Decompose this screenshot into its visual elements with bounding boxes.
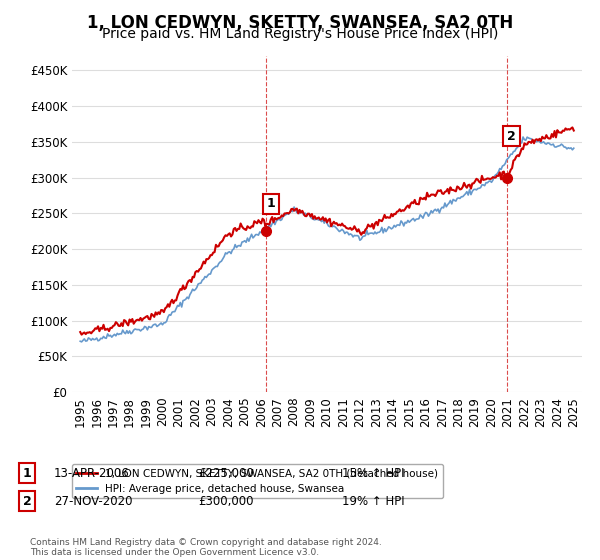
Text: 13-APR-2006: 13-APR-2006 — [54, 466, 130, 480]
Text: £225,000: £225,000 — [198, 466, 254, 480]
Text: Contains HM Land Registry data © Crown copyright and database right 2024.
This d: Contains HM Land Registry data © Crown c… — [30, 538, 382, 557]
Text: 1, LON CEDWYN, SKETTY, SWANSEA, SA2 0TH: 1, LON CEDWYN, SKETTY, SWANSEA, SA2 0TH — [87, 14, 513, 32]
Legend: 1, LON CEDWYN, SKETTY, SWANSEA, SA2 0TH (detached house), HPI: Average price, de: 1, LON CEDWYN, SKETTY, SWANSEA, SA2 0TH … — [72, 464, 443, 498]
Text: 1: 1 — [266, 198, 275, 211]
Text: 27-NOV-2020: 27-NOV-2020 — [54, 494, 133, 508]
Text: 2: 2 — [23, 494, 31, 508]
Text: Price paid vs. HM Land Registry's House Price Index (HPI): Price paid vs. HM Land Registry's House … — [102, 27, 498, 41]
Text: 1: 1 — [23, 466, 31, 480]
Text: 19% ↑ HPI: 19% ↑ HPI — [342, 494, 404, 508]
Text: £300,000: £300,000 — [198, 494, 254, 508]
Text: 2: 2 — [507, 129, 516, 143]
Text: 15% ↑ HPI: 15% ↑ HPI — [342, 466, 404, 480]
